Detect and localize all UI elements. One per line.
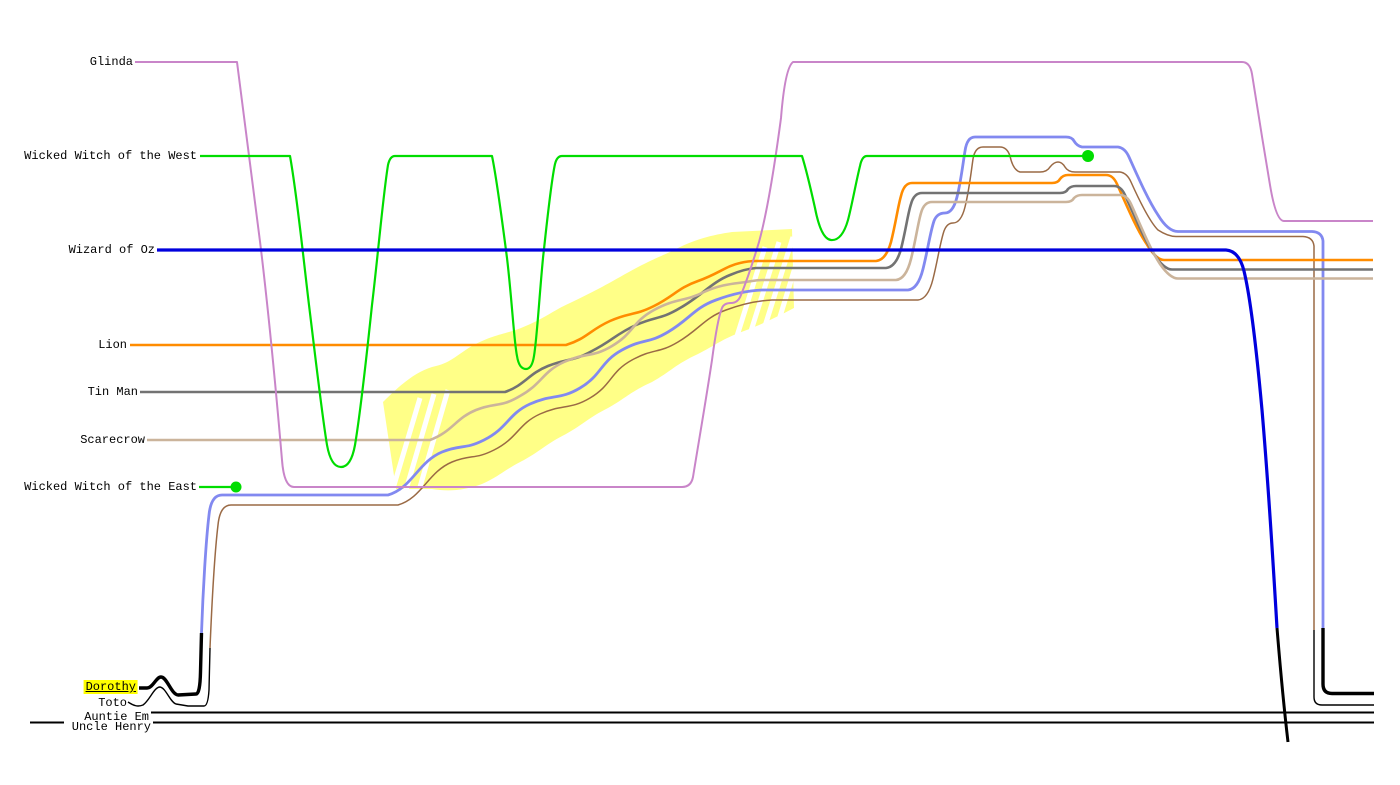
storyline-wizard-of-oz-oz	[157, 248, 1279, 629]
storyline-scarecrow-main	[147, 193, 1373, 442]
storyline-dorothy-kansas-return	[1321, 628, 1374, 696]
storyline-lion-main	[130, 173, 1373, 347]
storyline-toto-kansas-return	[1313, 630, 1374, 706]
wicked-witch-west-death-dot	[1082, 150, 1094, 162]
storyline-toto-oz	[209, 146, 1315, 649]
storyline-wicked-witch-west-main	[200, 154, 1086, 469]
yellow-brick-road	[383, 229, 794, 491]
storyline-glinda-main	[135, 61, 1373, 488]
storyline-dorothy-oz	[200, 135, 1325, 634]
storyline-toto-kansas-start	[127, 647, 211, 707]
storyline-dorothy-kansas-start	[139, 632, 204, 697]
wicked-witch-east-death-dot	[230, 481, 242, 493]
storyline-wizard-of-oz-balloon-away	[1275, 627, 1290, 743]
